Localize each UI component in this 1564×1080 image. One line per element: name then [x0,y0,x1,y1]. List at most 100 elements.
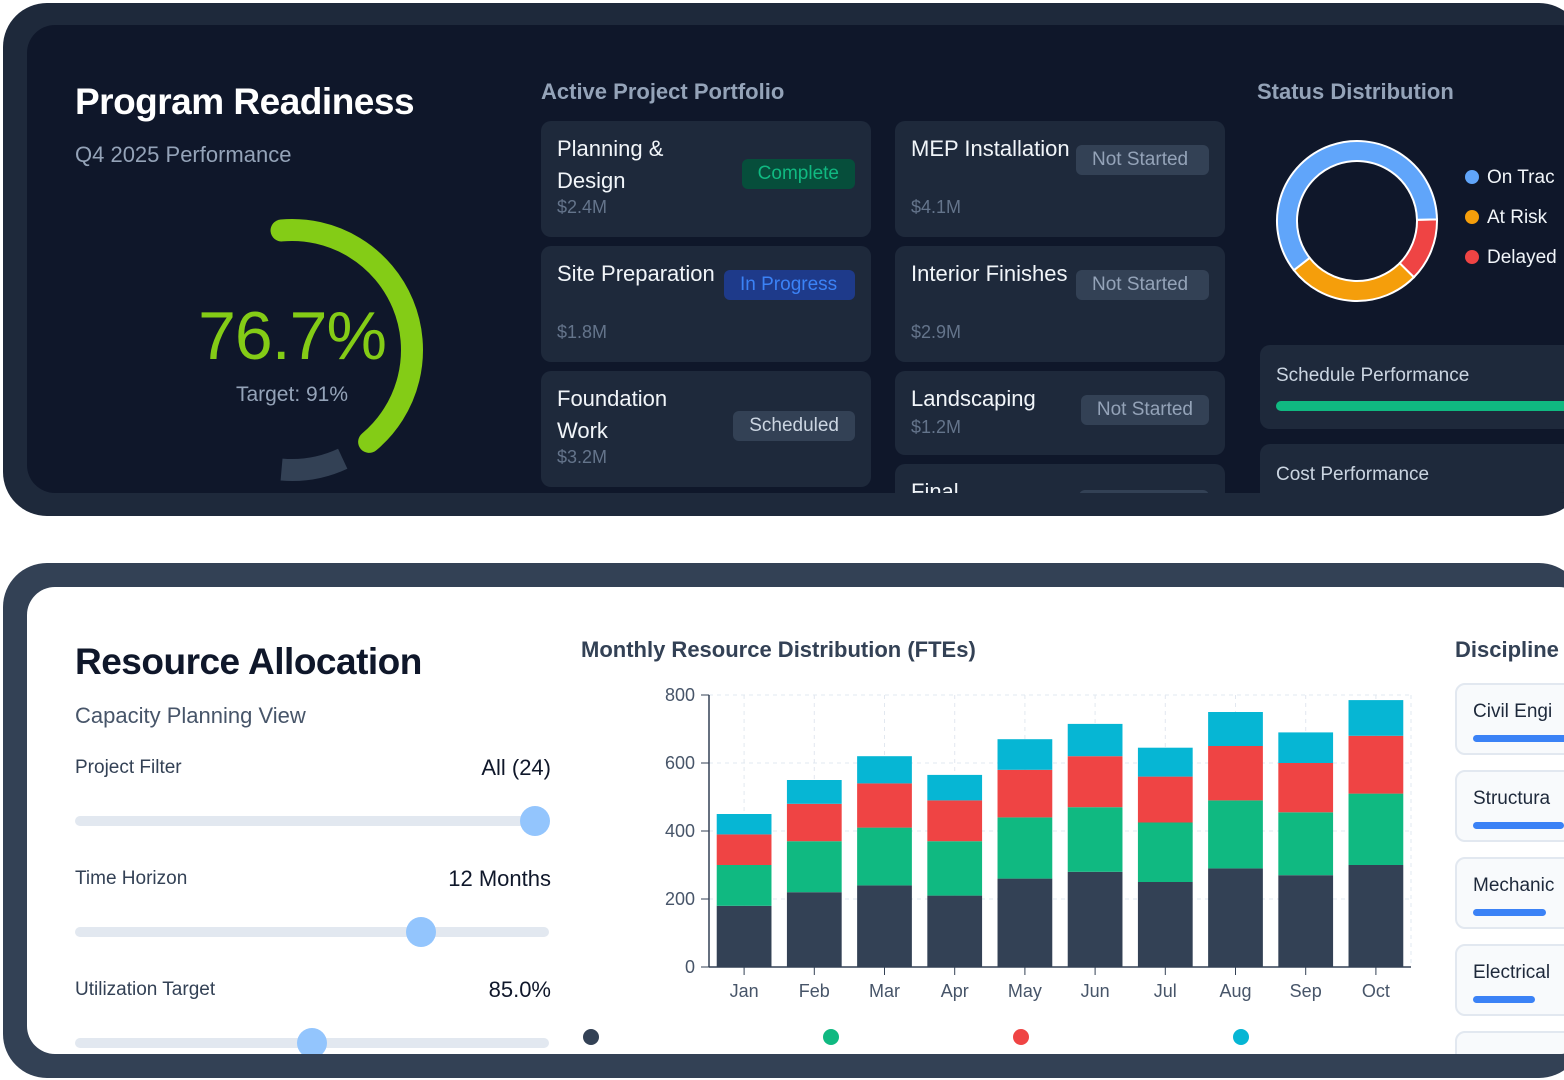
cost-performance-card: Cost Performance [1260,444,1564,493]
bar-segment [786,841,842,893]
x-tick-label: Aug [1219,981,1251,1001]
readiness-gauge [177,213,429,487]
y-tick-label: 200 [665,889,695,909]
resource-allocation-panel: Resource Allocation Capacity Planning Vi… [3,563,1564,1078]
bar-segment [997,817,1053,879]
project-card[interactable]: Planning & Design $2.4M Complete [541,121,871,237]
discipline-bar [1473,735,1564,742]
utilization-target-value: 85.0% [488,977,551,1002]
status-badge: Not Started [1076,270,1209,300]
discipline-card[interactable]: Civil Engi [1455,683,1564,755]
discipline-card[interactable]: Electrical [1455,944,1564,1016]
project-name: Interior Finishes [911,261,1068,286]
legend-marker [1013,1029,1029,1045]
bar-segment [857,756,912,784]
discipline-label: Civil Engi [1473,701,1553,722]
schedule-performance-track [1276,401,1564,411]
legend-delayed: Delayed [1465,247,1557,269]
y-tick-label: 800 [665,685,695,705]
schedule-performance-label: Schedule Performance [1276,365,1470,386]
bar-segment [857,885,912,967]
project-budget: $1.8M [557,322,608,342]
resource-bar-chart: 0 200 400 600 800 Jan Feb Mar Apr May Jun Jul Aug Sep… [583,685,1412,1045]
project-filter-thumb[interactable] [519,806,550,836]
bar-segment [1067,871,1123,967]
delayed-dot [1465,250,1479,264]
x-tick-label: Apr [941,981,969,1001]
status-badge: Not Started [1076,145,1209,175]
discipline-card[interactable]: Structura [1455,770,1564,842]
project-filter-label: Project Filter [75,757,182,778]
page-subtitle: Q4 2025 Performance [75,142,292,167]
bar-segment [716,865,772,906]
schedule-performance-fill [1276,401,1564,411]
readiness-value: 76.7% [198,298,387,374]
bar-segment [716,905,772,967]
x-tick-label: Feb [799,981,830,1001]
bar-segment [857,783,912,828]
legend-at-risk: At Risk [1465,207,1547,229]
status-badge: In Progress [724,270,855,300]
project-card[interactable]: Foundation Work $3.2M Scheduled [541,371,871,487]
project-card[interactable]: Site Preparation $1.8M In Progress [541,246,871,362]
project-card[interactable]: Final [895,464,1225,493]
project-name: Foundation Work [557,386,668,443]
discipline-label: Structura [1473,788,1551,809]
project-name: Planning & Design [557,136,664,193]
bar-segment [927,800,983,842]
bar-segment [927,841,983,896]
cost-performance-label: Cost Performance [1276,464,1430,485]
bar-segment [997,878,1053,967]
status-badge: Not Started [1080,395,1209,425]
bar-segment [1137,882,1193,967]
time-horizon-value: 12 Months [448,866,551,891]
bar-segment [786,780,842,804]
project-card[interactable]: Interior Finishes $2.9M Not Started [895,246,1225,362]
project-filter-slider[interactable] [75,816,549,826]
program-readiness-inner: Program Readiness Q4 2025 Performance 76… [27,25,1564,493]
legend-marker [583,1029,599,1045]
page-title: Program Readiness [75,81,415,122]
time-horizon-thumb[interactable] [406,917,437,947]
bar-segment [716,814,772,835]
on-track-slice [1276,140,1439,272]
project-budget: $1.2M [911,417,962,437]
discipline-bar [1473,996,1536,1003]
bar-segment [857,827,912,886]
bar-segment [786,803,842,842]
bar-segment [1137,776,1193,823]
legend-marker [1233,1029,1249,1045]
project-name: MEP Installation [911,136,1070,161]
bar-segment [1278,812,1334,876]
status-badge: Scheduled [733,411,855,441]
project-budget: $2.4M [557,197,608,217]
resource-allocation-inner: Resource Allocation Capacity Planning Vi… [27,587,1564,1054]
on-track-dot [1465,170,1479,184]
status-badge: Complete [741,159,855,189]
project-card[interactable]: Landscaping $1.2M Not Started [895,371,1225,455]
bar-segment [1208,746,1263,801]
y-tick-label: 0 [685,957,695,977]
readiness-target: Target: 91% [235,383,349,406]
y-tick-label: 600 [665,753,695,773]
time-horizon-slider[interactable] [75,927,549,937]
x-tick-label: Jul [1154,981,1177,1001]
legend-on-track: On Trac [1465,167,1555,189]
program-readiness-panel: Program Readiness Q4 2025 Performance 76… [3,3,1564,516]
bar-segment [1208,712,1263,746]
project-name: Site Preparation [557,261,715,286]
schedule-performance-card: Schedule Performance [1260,345,1564,429]
discipline-card[interactable]: Mechanic [1455,857,1564,929]
discipline-card[interactable] [1455,1031,1564,1054]
section-title: Resource Allocation [75,641,422,682]
x-tick-label: May [1008,981,1042,1001]
project-card[interactable]: MEP Installation $4.1M Not Started [895,121,1225,237]
chart-title: Monthly Resource Distribution (FTEs) [581,637,976,662]
bar-segment [1348,793,1404,865]
utilization-target-thumb[interactable] [297,1028,327,1054]
x-tick-label: Jun [1081,981,1110,1001]
bar-segment [1278,763,1334,813]
gauge-value-arc [270,219,423,453]
project-name: Landscaping [911,386,1036,411]
section-subtitle: Capacity Planning View [75,703,306,728]
